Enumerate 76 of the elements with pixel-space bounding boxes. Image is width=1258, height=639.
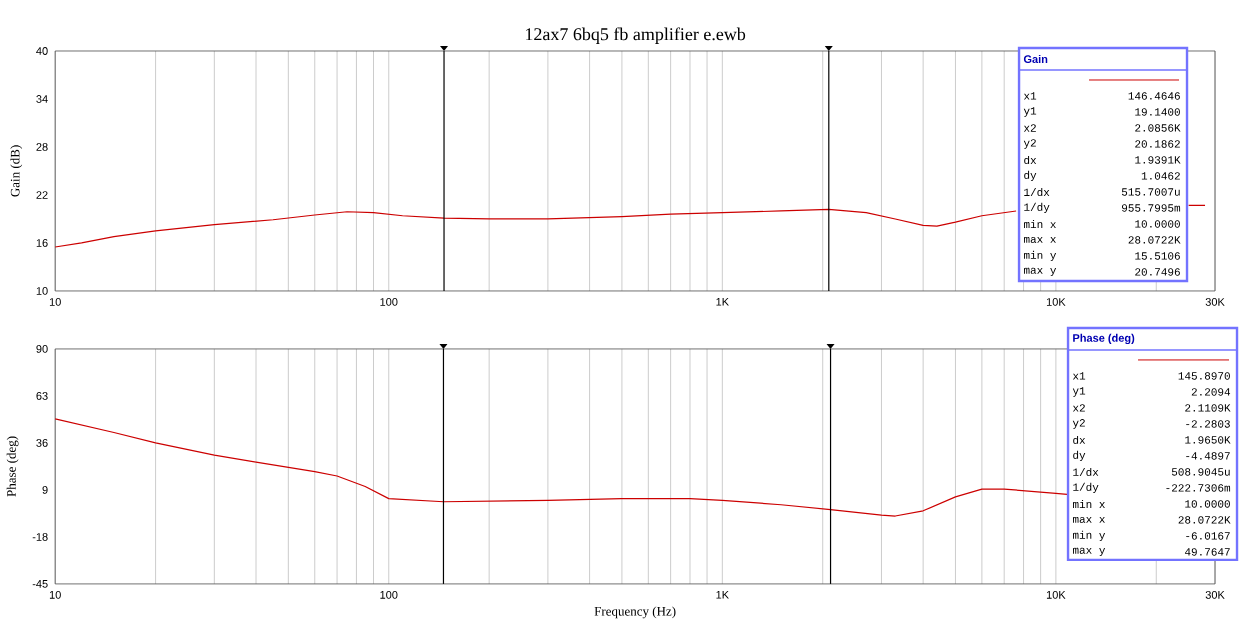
annotation: 1.9391K xyxy=(1135,156,1181,164)
x-tick-label: 1K xyxy=(716,298,729,306)
annotation: 1/dx xyxy=(1073,467,1099,477)
annotation: dy xyxy=(1024,170,1037,182)
y-tick-label: 63 xyxy=(36,392,48,400)
annotation: y2 xyxy=(1023,139,1036,149)
annotation: -6.0167 xyxy=(1186,532,1230,540)
annotation: 2.2094 xyxy=(1191,388,1231,396)
x-tick-label: 30K xyxy=(1205,591,1225,599)
annotation: 28.0722K xyxy=(1178,516,1231,524)
annotation: y2 xyxy=(1072,419,1085,429)
annotation: 10.0000 xyxy=(1135,220,1180,228)
y-tick-label: 90 xyxy=(36,345,48,353)
annotation: 28.0722K xyxy=(1128,236,1181,244)
x-tick-label: 10 xyxy=(49,298,61,306)
annotation: Gain xyxy=(1023,55,1048,64)
annotation: max y xyxy=(1072,547,1106,557)
y-tick-label: -45 xyxy=(32,580,48,588)
annotation: min y xyxy=(1023,250,1057,262)
annotation: x2 xyxy=(1023,124,1036,132)
annotation: -2.2803 xyxy=(1186,420,1230,428)
x-tick-label: 10K xyxy=(1046,591,1066,599)
annotation: min y xyxy=(1072,530,1106,542)
annotation: y1 xyxy=(1023,107,1037,117)
annotation: 1.0462 xyxy=(1141,172,1180,180)
annotation: -4.4897 xyxy=(1186,452,1230,460)
x-tick-label: 10K xyxy=(1046,298,1066,306)
x-tick-label: 10 xyxy=(49,591,61,599)
annotation: 515.7007u xyxy=(1121,188,1180,196)
annotation: max x xyxy=(1072,516,1105,523)
annotation: 145.8970 xyxy=(1178,372,1230,380)
annotation: 146.4646 xyxy=(1128,92,1180,100)
x-tick-label: 30K xyxy=(1205,298,1225,306)
x-tick-label: 100 xyxy=(380,298,398,306)
annotation: 2.0856K xyxy=(1135,124,1181,132)
annotation: 955.7995m xyxy=(1121,204,1181,212)
chart-title: 12ax7 6bq5 fb amplifier e.ewb xyxy=(525,27,746,44)
annotation: 2.1109K xyxy=(1185,404,1231,412)
y-tick-label: 9 xyxy=(42,486,48,494)
annotation: min x xyxy=(1023,220,1056,228)
annotation: x2 xyxy=(1072,404,1085,412)
y-tick-label: -18 xyxy=(32,533,48,541)
y-axis-title: Gain (dB) xyxy=(10,145,23,197)
annotation: min x xyxy=(1072,499,1105,508)
annotation: 20.7496 xyxy=(1135,268,1180,276)
annotation: 15.5106 xyxy=(1135,252,1180,260)
y-tick-label: 10 xyxy=(36,287,48,295)
annotation: 49.7647 xyxy=(1184,548,1230,556)
y-tick-label: 28 xyxy=(36,143,48,151)
annotation: max y xyxy=(1023,267,1057,277)
annotation: 1/dx xyxy=(1024,187,1050,197)
x-tick-label: 1K xyxy=(716,591,729,599)
annotation: x1 xyxy=(1072,372,1086,380)
annotation: y1 xyxy=(1072,387,1086,397)
y-axis-title: Phase (deg) xyxy=(6,436,19,497)
annotation: 508.9045u xyxy=(1171,468,1230,476)
x-axis-title: Frequency (Hz) xyxy=(594,606,676,619)
y-tick-label: 22 xyxy=(36,191,48,199)
x-tick-label: 100 xyxy=(380,591,398,599)
annotation: 20.1862 xyxy=(1135,140,1180,148)
annotation: -222.7306m xyxy=(1166,484,1231,492)
annotation: 10.0000 xyxy=(1185,500,1230,508)
annotation: 1.9650K xyxy=(1185,436,1231,444)
annotation: dx xyxy=(1073,435,1086,445)
annotation: 1/dy xyxy=(1073,482,1099,494)
y-tick-label: 16 xyxy=(36,239,48,247)
annotation: max x xyxy=(1023,236,1056,244)
annotation: 19.1400 xyxy=(1135,108,1180,116)
annotation: dx xyxy=(1024,155,1037,165)
annotation: x1 xyxy=(1023,92,1037,100)
y-tick-label: 34 xyxy=(36,95,48,103)
y-tick-label: 36 xyxy=(36,439,48,447)
annotation: dy xyxy=(1073,450,1086,462)
y-tick-label: 40 xyxy=(36,47,48,55)
annotation: 1/dy xyxy=(1024,202,1050,214)
text: Phase (deg) xyxy=(1073,333,1135,345)
